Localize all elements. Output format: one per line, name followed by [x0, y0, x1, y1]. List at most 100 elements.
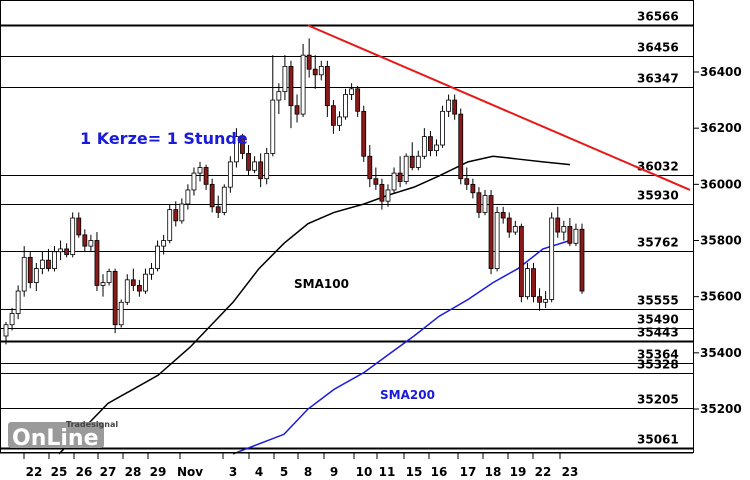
candle-53	[324, 60, 330, 117]
candle-body-43	[264, 153, 270, 180]
level-label-35762: 35762	[637, 236, 679, 250]
candle-33	[203, 164, 209, 190]
candle-body-80	[488, 195, 494, 269]
xtick-label-12: 10	[356, 465, 373, 479]
candle-30	[185, 184, 191, 210]
candle-body-49	[300, 54, 306, 115]
candle-body-9	[58, 248, 63, 253]
candle-body-58	[355, 88, 361, 112]
candle-body-19	[118, 301, 124, 326]
ytick-label-35600: 35600	[700, 290, 742, 304]
candle-body-88	[537, 296, 542, 303]
logo-text: OnLine	[12, 426, 99, 451]
candle-body-34	[209, 183, 215, 208]
candle-body-59	[361, 110, 367, 157]
candle-4	[27, 251, 33, 289]
level-label-35328: 35328	[637, 358, 679, 372]
candle-88	[537, 288, 542, 311]
candle-body-10	[64, 248, 70, 255]
sma100-line	[58, 155, 571, 455]
candle-body-71	[434, 144, 439, 152]
candle-18	[112, 268, 118, 334]
candle-3	[21, 246, 27, 297]
candle-body-8	[52, 251, 57, 269]
candle-body-45	[276, 91, 282, 101]
candle-body-48	[294, 105, 300, 115]
candle-1	[9, 307, 15, 331]
candle-43	[264, 147, 270, 185]
ytick-label-36400: 36400	[700, 65, 742, 79]
level-label-36347: 36347	[637, 72, 679, 86]
candle-body-24	[149, 268, 154, 275]
candle-68	[415, 150, 421, 171]
candle-14	[88, 234, 94, 252]
candle-69	[421, 128, 427, 160]
level-label-35490: 35490	[637, 313, 679, 327]
candle-body-3	[21, 256, 27, 292]
candle-10	[64, 243, 70, 258]
candle-body-84	[512, 226, 518, 233]
candle-body-63	[385, 189, 391, 202]
xtick-label-9: 5	[280, 465, 288, 479]
resistance-trendline	[307, 24, 691, 191]
candle-body-95	[579, 228, 585, 292]
candle-body-55	[337, 116, 342, 126]
xtick-label-10: 8	[304, 465, 312, 479]
candle-body-66	[403, 155, 409, 182]
candle-body-7	[46, 259, 51, 269]
candle-7	[46, 248, 51, 272]
candle-66	[403, 153, 409, 185]
candle-body-65	[397, 172, 403, 182]
candle-86	[525, 262, 530, 300]
candle-55	[337, 111, 342, 131]
candle-body-31	[191, 172, 197, 191]
candle-34	[209, 178, 215, 213]
candle-body-37	[227, 161, 233, 188]
candle-64	[391, 167, 397, 193]
candle-85	[518, 223, 524, 303]
candle-body-14	[88, 240, 94, 247]
logo-background	[8, 422, 104, 448]
candle-body-44	[270, 99, 276, 154]
candle-5	[33, 262, 39, 292]
candle-body-27	[167, 209, 173, 241]
candle-body-89	[543, 299, 549, 303]
candle-body-81	[494, 212, 500, 269]
sma100-label: SMA100	[294, 277, 349, 291]
candle-body-21	[130, 279, 136, 286]
candle-76	[464, 167, 470, 190]
ytick-label-35200: 35200	[700, 402, 742, 416]
candle-body-56	[343, 94, 348, 118]
candle-body-47	[288, 65, 294, 107]
candle-body-23	[143, 273, 148, 292]
candle-body-28	[173, 209, 179, 222]
candle-body-0	[3, 324, 9, 337]
level-label-35930: 35930	[637, 189, 679, 203]
candle-95	[579, 223, 585, 294]
candle-23	[143, 268, 148, 294]
candle-39	[240, 133, 245, 160]
sma-layer	[58, 155, 571, 455]
candle-37	[227, 156, 233, 193]
candle-body-15	[94, 240, 100, 286]
candle-body-16	[100, 282, 106, 286]
xtick-label-15: 16	[431, 465, 448, 479]
candle-body-51	[312, 68, 318, 76]
candle-12	[76, 212, 82, 238]
level-label-36566: 36566	[637, 10, 679, 24]
candle-54	[331, 100, 336, 134]
candle-21	[130, 268, 136, 292]
candle-20	[124, 274, 130, 306]
candle-body-42	[258, 161, 264, 180]
xtick-label-13: 11	[379, 465, 396, 479]
candle-41	[252, 156, 257, 174]
candle-84	[512, 220, 518, 235]
candle-58	[355, 86, 361, 117]
candle-body-36	[221, 186, 227, 213]
candle-16	[100, 274, 106, 297]
candle-51	[312, 55, 318, 89]
candle-body-78	[476, 192, 482, 213]
level-label-35443: 35443	[637, 326, 679, 340]
candle-11	[70, 212, 76, 258]
candle-46	[282, 55, 288, 101]
